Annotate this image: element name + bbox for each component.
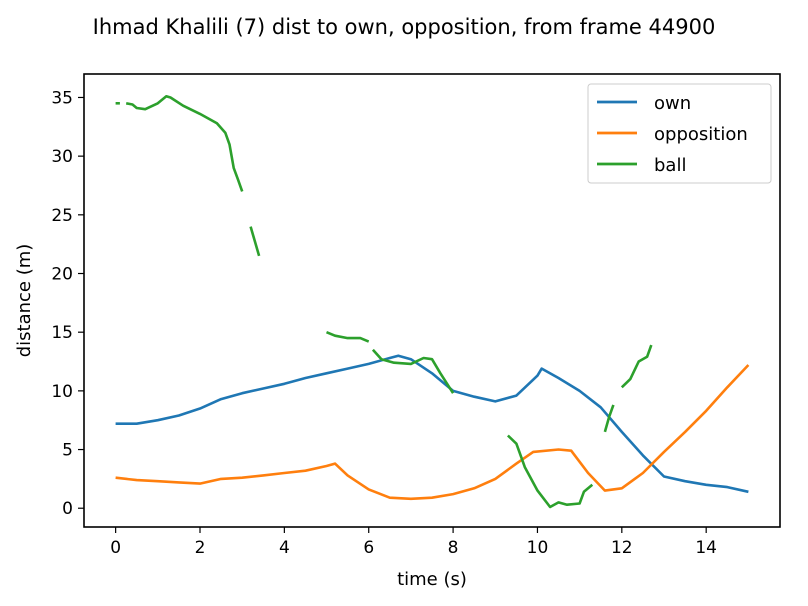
y-tick-label: 25 [51,206,73,226]
y-tick-label: 35 [51,88,73,108]
series-line-ball [506,434,594,509]
legend: own opposition ball [587,83,772,184]
y-tick-label: 10 [51,382,73,402]
series-line-ball [125,95,244,192]
x-tick-label: 0 [110,538,121,558]
series-opposition [115,364,750,501]
y-tick-label: 30 [51,147,73,167]
series-line-ball [603,404,615,433]
x-tick-label: 4 [279,538,290,558]
series-line-own [115,354,749,494]
chart-title: Ihmad Khalili (7) dist to own, oppositio… [93,15,716,39]
x-axis: 0 2 4 6 8 10 12 14 [110,527,717,558]
y-tick-label: 0 [62,499,73,519]
y-axis-label: distance (m) [14,244,35,358]
x-tick-label: 12 [611,538,633,558]
x-tick-label: 6 [363,538,374,558]
series-line-ball [620,344,653,389]
x-tick-label: 2 [195,538,206,558]
legend-label-ball: ball [654,155,686,176]
series-own [115,354,749,494]
series-line-ball [371,348,455,394]
x-tick-label: 8 [448,538,459,558]
series-line-opposition [115,364,750,501]
x-tick-label: 10 [527,538,549,558]
legend-label-own: own [654,93,691,114]
y-tick-label: 15 [51,323,73,343]
series-line-ball [326,330,370,343]
y-tick-label: 20 [51,265,73,285]
series-layer [115,95,750,509]
x-tick-label: 14 [695,538,717,558]
series-ball [115,95,653,509]
y-tick-label: 5 [62,441,73,461]
y-axis: 0 5 10 15 20 25 30 35 [51,88,84,519]
legend-label-opposition: opposition [654,124,748,145]
x-axis-label: time (s) [397,569,467,590]
series-line-ball [249,226,261,257]
legend-box [587,83,772,184]
